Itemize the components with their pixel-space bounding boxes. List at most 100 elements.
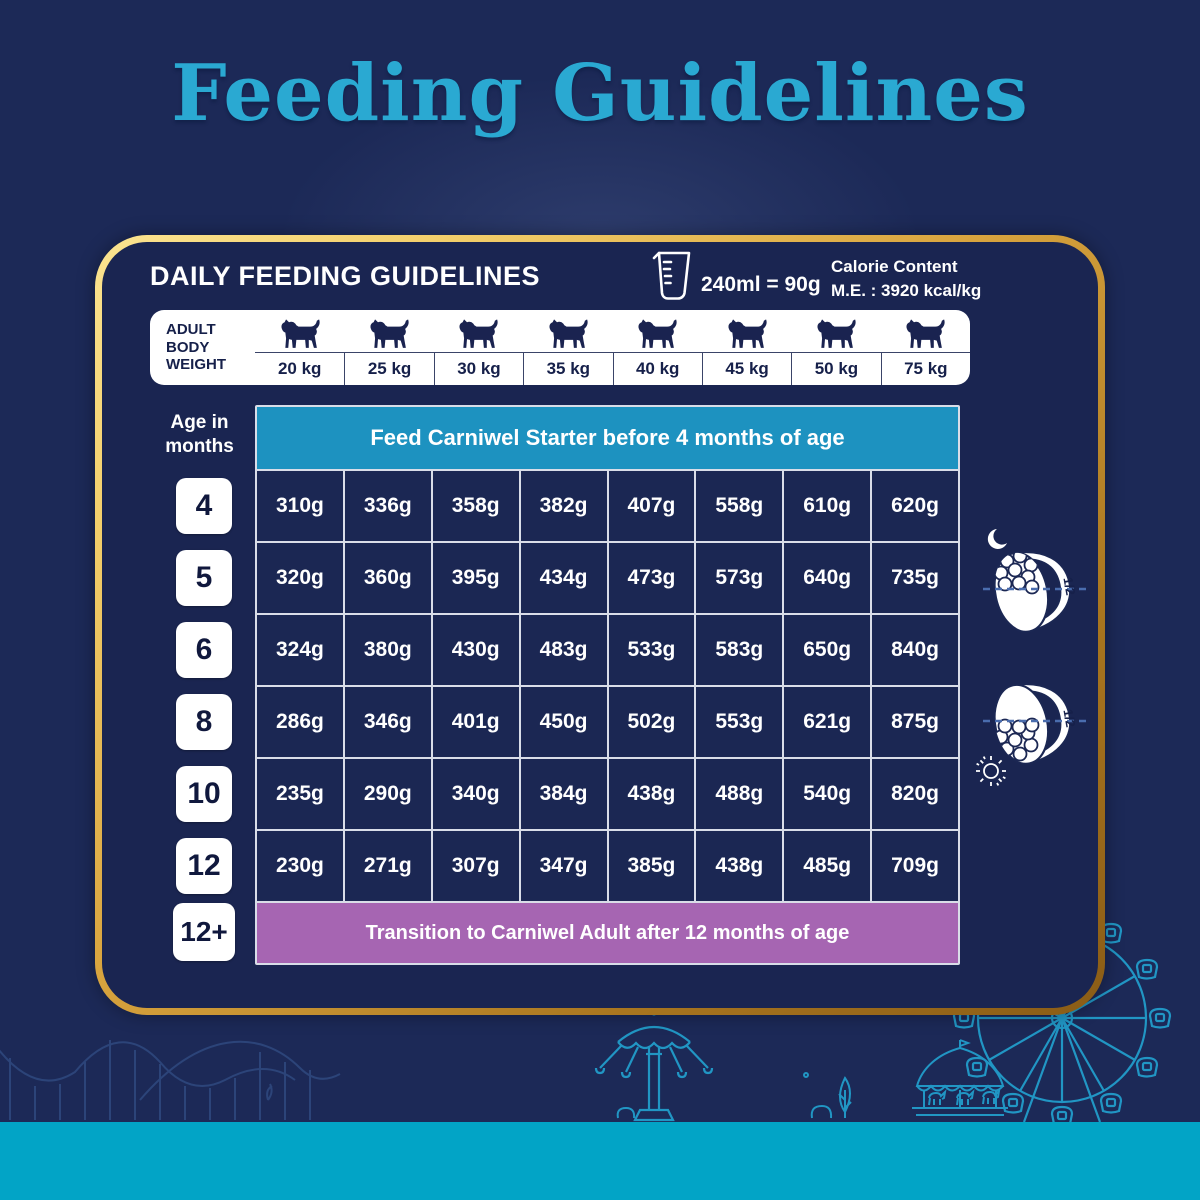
dog-icon: [638, 319, 677, 348]
feed-amount-cell: 553g: [696, 687, 783, 757]
feed-amount-cell: 650g: [784, 615, 871, 685]
feed-amount-cell: 488g: [696, 759, 783, 829]
dog-icon-cell: [255, 310, 344, 352]
feeding-table: Feed Carniwel Starter before 4 months of…: [255, 405, 960, 965]
half-portion-label: 1/2: [1060, 708, 1078, 728]
feed-amount-cell: 235g: [257, 759, 343, 829]
calorie-content: Calorie Content M.E. : 3920 kcal/kg: [831, 255, 981, 303]
dog-icon: [817, 319, 856, 348]
feed-amount-cell: 875g: [872, 687, 958, 757]
weight-label: 20 kg: [255, 352, 345, 385]
weight-header: ADULT BODY WEIGHT 20 kg 25 kg 30 kg 35 kg 40…: [150, 310, 970, 385]
dog-icon-cell: [344, 310, 433, 352]
feed-amount-cell: 385g: [608, 831, 695, 901]
feed-amount-cell: 407g: [608, 471, 695, 541]
dog-icon-cell: [702, 310, 791, 352]
age-box: 6: [176, 622, 232, 678]
dog-icon-cell: [613, 310, 702, 352]
night-bowl-icon: 1/2: [983, 529, 1089, 633]
feed-amount-cell: 401g: [432, 687, 519, 757]
dog-icon: [281, 319, 320, 348]
feed-amount-cell: 380g: [344, 615, 431, 685]
dog-icon-cell: [434, 310, 523, 352]
weight-label: 75 kg: [880, 352, 970, 385]
feed-amount-cell: 358g: [432, 471, 519, 541]
weight-label: 35 kg: [523, 352, 613, 385]
plant-art: [616, 1072, 852, 1119]
feed-amount-cell: 820g: [872, 759, 958, 829]
feed-amount-cell: 558g: [696, 471, 783, 541]
feed-amount-cell: 434g: [520, 543, 607, 613]
dog-icon: [459, 319, 499, 348]
moon-icon: [987, 529, 1007, 549]
bottom-bar: [0, 1122, 1200, 1200]
age-box: 5: [176, 550, 232, 606]
feed-amount-cell: 621g: [784, 687, 871, 757]
feed-amount-cell: 483g: [520, 615, 607, 685]
sun-icon: [976, 756, 1006, 786]
age-box: 8: [176, 694, 232, 750]
feed-amount-cell: 395g: [432, 543, 519, 613]
age-box: 12: [176, 838, 232, 894]
calorie-value: M.E. : 3920 kcal/kg: [831, 280, 982, 300]
top-banner: Feed Carniwel Starter before 4 months of…: [257, 407, 958, 469]
roller-coaster-art: [0, 1040, 341, 1120]
feed-amount-cell: 840g: [872, 615, 958, 685]
feed-amount-cell: 620g: [872, 471, 958, 541]
feed-amount-cell: 533g: [608, 615, 695, 685]
dog-icon-cell: [791, 310, 880, 352]
weight-label: 45 kg: [701, 352, 792, 385]
feeding-guidelines-card: DAILY FEEDING GUIDELINES 240ml = 90g Cal…: [95, 235, 1105, 1015]
cup-conversion-note: 240ml = 90g: [701, 273, 821, 296]
feed-amount-cell: 573g: [696, 543, 783, 613]
calorie-title: Calorie Content: [831, 257, 958, 276]
dog-icon: [728, 319, 767, 348]
age-box: 10: [176, 766, 232, 822]
feed-amount-cell: 230g: [257, 831, 343, 901]
dog-icon: [906, 319, 945, 348]
weight-label: 40 kg: [612, 352, 702, 385]
feed-amount-cell: 347g: [520, 831, 607, 901]
feed-amount-cell: 307g: [432, 831, 519, 901]
feed-amount-cell: 709g: [872, 831, 958, 901]
feed-amount-cell: 384g: [520, 759, 607, 829]
weight-label: 25 kg: [344, 352, 434, 385]
card-content: DAILY FEEDING GUIDELINES 240ml = 90g Cal…: [95, 235, 1105, 1015]
bottom-banner: Transition to Carniwel Adult after 12 mo…: [257, 903, 958, 963]
carousel-art: [912, 1039, 1008, 1116]
feed-amount-cell: 430g: [432, 615, 519, 685]
age-column-label: Age in months: [165, 412, 234, 457]
half-portion-label: 1/2: [1060, 576, 1078, 596]
dog-icon-cell: [523, 310, 612, 352]
feed-amount-cell: 324g: [257, 615, 343, 685]
feed-amount-cell: 310g: [257, 471, 343, 541]
feed-amount-cell: 438g: [696, 831, 783, 901]
feed-amount-cell: 502g: [608, 687, 695, 757]
feed-amount-cell: 320g: [257, 543, 343, 613]
weight-header-label: ADULT BODY WEIGHT: [166, 320, 226, 374]
dog-icon: [549, 319, 588, 348]
age-box: 4: [176, 478, 232, 534]
dog-icon: [370, 319, 409, 348]
age-box-12plus: 12+: [173, 903, 235, 961]
feed-amount-cell: 382g: [520, 471, 607, 541]
feed-amount-cell: 271g: [344, 831, 431, 901]
page-title: Feeding Guidelines: [171, 48, 1029, 139]
weight-label: 50 kg: [791, 352, 881, 385]
feed-amount-cell: 485g: [784, 831, 871, 901]
feed-amount-cell: 290g: [344, 759, 431, 829]
feed-amount-cell: 360g: [344, 543, 431, 613]
day-bowl-icon: 1/2: [976, 683, 1089, 786]
weight-label: 30 kg: [433, 352, 524, 385]
feed-amount-cell: 438g: [608, 759, 695, 829]
feed-amount-cell: 540g: [784, 759, 871, 829]
feed-amount-cell: 640g: [784, 543, 871, 613]
feed-amount-cell: 610g: [784, 471, 871, 541]
feed-amount-cell: 346g: [344, 687, 431, 757]
feed-amount-cell: 286g: [257, 687, 343, 757]
feed-amount-cell: 450g: [520, 687, 607, 757]
feed-amount-cell: 583g: [696, 615, 783, 685]
feed-amount-cell: 473g: [608, 543, 695, 613]
swing-ride-art: [594, 1008, 714, 1122]
measuring-cup-icon: [652, 251, 691, 300]
